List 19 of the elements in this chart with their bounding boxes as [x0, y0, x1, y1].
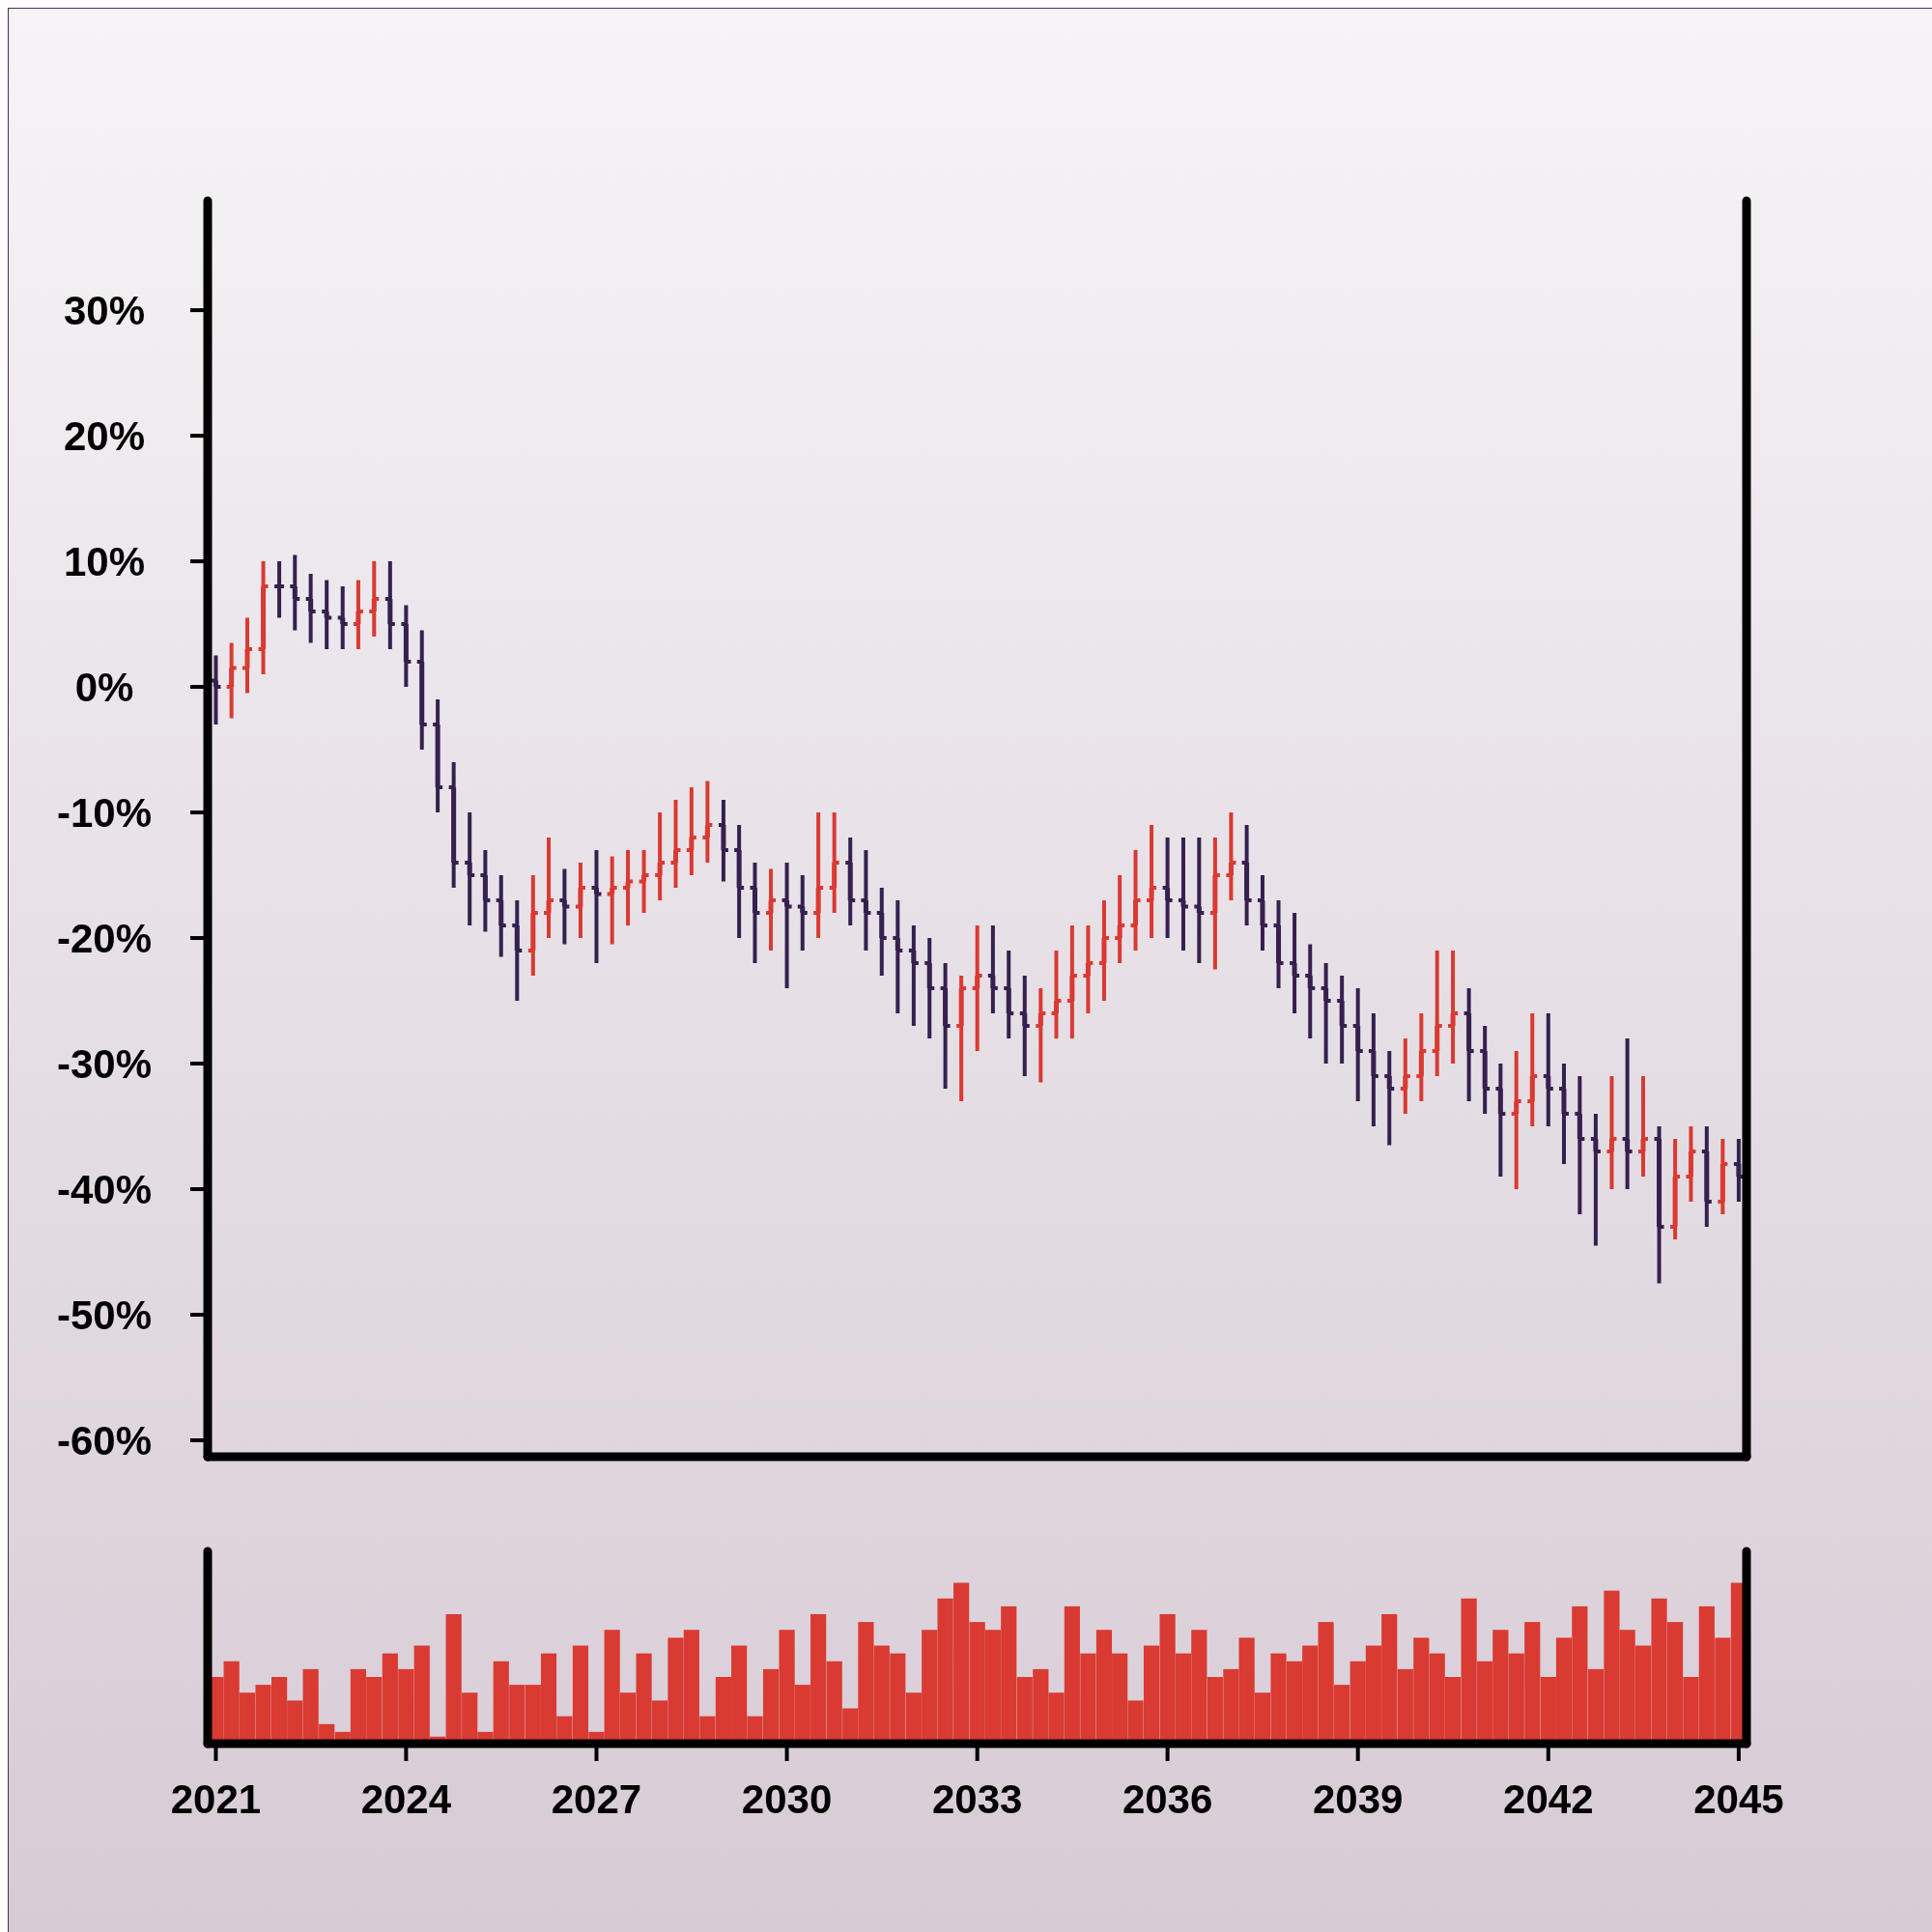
- y-tick-label: -30%: [56, 1041, 153, 1088]
- y-tick-label: 10%: [63, 539, 146, 585]
- x-tick-label: 2033: [931, 1776, 1023, 1822]
- y-tick-label: -40%: [56, 1167, 153, 1213]
- x-tick-label: 2045: [1693, 1776, 1784, 1822]
- y-tick-label: -20%: [56, 916, 153, 962]
- x-tick-label: 2039: [1312, 1776, 1404, 1822]
- x-tick-label: 2042: [1503, 1776, 1594, 1822]
- y-tick-label: -10%: [56, 790, 153, 837]
- y-tick-label: -50%: [56, 1293, 153, 1339]
- y-tick-label: 20%: [63, 413, 146, 460]
- x-tick-label: 2036: [1122, 1776, 1213, 1822]
- y-tick-label: -60%: [56, 1418, 153, 1464]
- y-tick-label: 0%: [74, 665, 134, 711]
- x-tick-label: 2021: [170, 1776, 262, 1822]
- y-tick-label: 30%: [63, 288, 146, 334]
- x-tick-label: 2027: [551, 1776, 642, 1822]
- x-tick-label: 2030: [741, 1776, 833, 1822]
- x-tick-label: 2024: [360, 1776, 452, 1822]
